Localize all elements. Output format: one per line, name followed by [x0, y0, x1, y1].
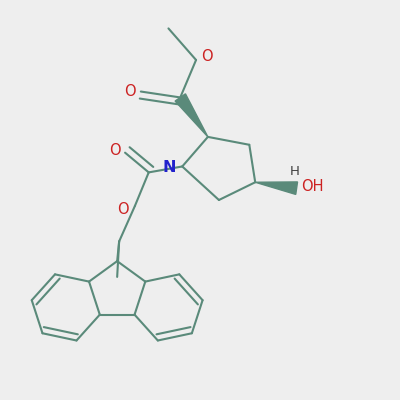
Text: O: O: [124, 84, 136, 99]
Text: N: N: [163, 160, 176, 175]
Text: H: H: [290, 165, 300, 178]
Polygon shape: [255, 182, 298, 194]
Polygon shape: [175, 94, 208, 137]
Text: O: O: [110, 143, 121, 158]
Text: O: O: [201, 49, 212, 64]
Text: OH: OH: [301, 179, 324, 194]
Text: O: O: [117, 202, 129, 216]
